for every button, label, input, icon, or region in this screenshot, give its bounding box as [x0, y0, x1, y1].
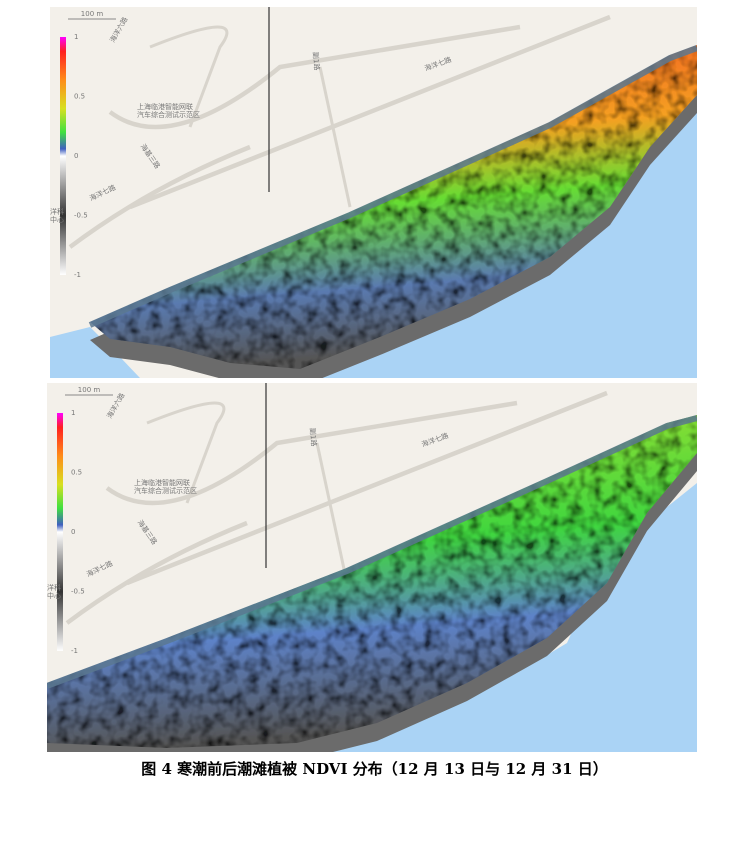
road [129, 14, 611, 210]
colorbar-label: -0.5 [71, 588, 85, 596]
colorbar [57, 413, 63, 651]
map-label: 洋科 [47, 583, 61, 592]
road [108, 24, 521, 130]
map-label: 副1路 [311, 52, 322, 71]
road [149, 25, 229, 128]
map-label: 中心 [47, 591, 61, 600]
road [68, 144, 251, 249]
seawall [88, 45, 697, 328]
map-label: 汽车综合测试示范区 [137, 110, 200, 119]
colorbar-label: -1 [71, 647, 78, 655]
map-label: 上海临港智能网联 [134, 478, 190, 487]
map-panel: 100 m10.50-0.5-1海洋六路海洋七路上海临港智能网联汽车综合测试示范… [47, 383, 697, 752]
water [230, 87, 697, 378]
colorbar-label: 1 [74, 33, 78, 41]
colorbar-label: 0.5 [74, 93, 85, 101]
road [315, 442, 349, 584]
scale-label: 100 m [81, 10, 104, 18]
road [318, 66, 352, 208]
map-label: 上海临港智能网联 [137, 102, 193, 111]
colorbar [60, 37, 66, 275]
colorbar-label: 1 [71, 409, 75, 417]
map-label: 中心 [50, 215, 64, 224]
ndvi-vegetation [47, 415, 697, 748]
road [126, 390, 608, 586]
seawall [47, 415, 697, 689]
water [50, 327, 140, 378]
road [105, 400, 518, 506]
colorbar-label: -1 [74, 271, 81, 279]
scale-label: 100 m [78, 386, 101, 394]
map-label: 副1路 [308, 428, 319, 447]
water [227, 483, 697, 752]
road [146, 401, 226, 504]
figure-caption: 图 4 寒潮前后潮滩植被 NDVI 分布（12 月 13 日与 12 月 31 … [141, 760, 608, 778]
colorbar-label: 0 [71, 528, 75, 536]
road [65, 520, 248, 625]
map-label: 洋科 [50, 207, 64, 216]
colorbar-label: -0.5 [74, 212, 88, 220]
map-panel: 100 m10.50-0.5-1海洋六路海洋七路上海临港智能网联汽车综合测试示范… [50, 7, 697, 378]
colorbar-label: 0 [74, 152, 78, 160]
colorbar-label: 0.5 [71, 469, 82, 477]
map-label: 汽车综合测试示范区 [134, 486, 197, 495]
